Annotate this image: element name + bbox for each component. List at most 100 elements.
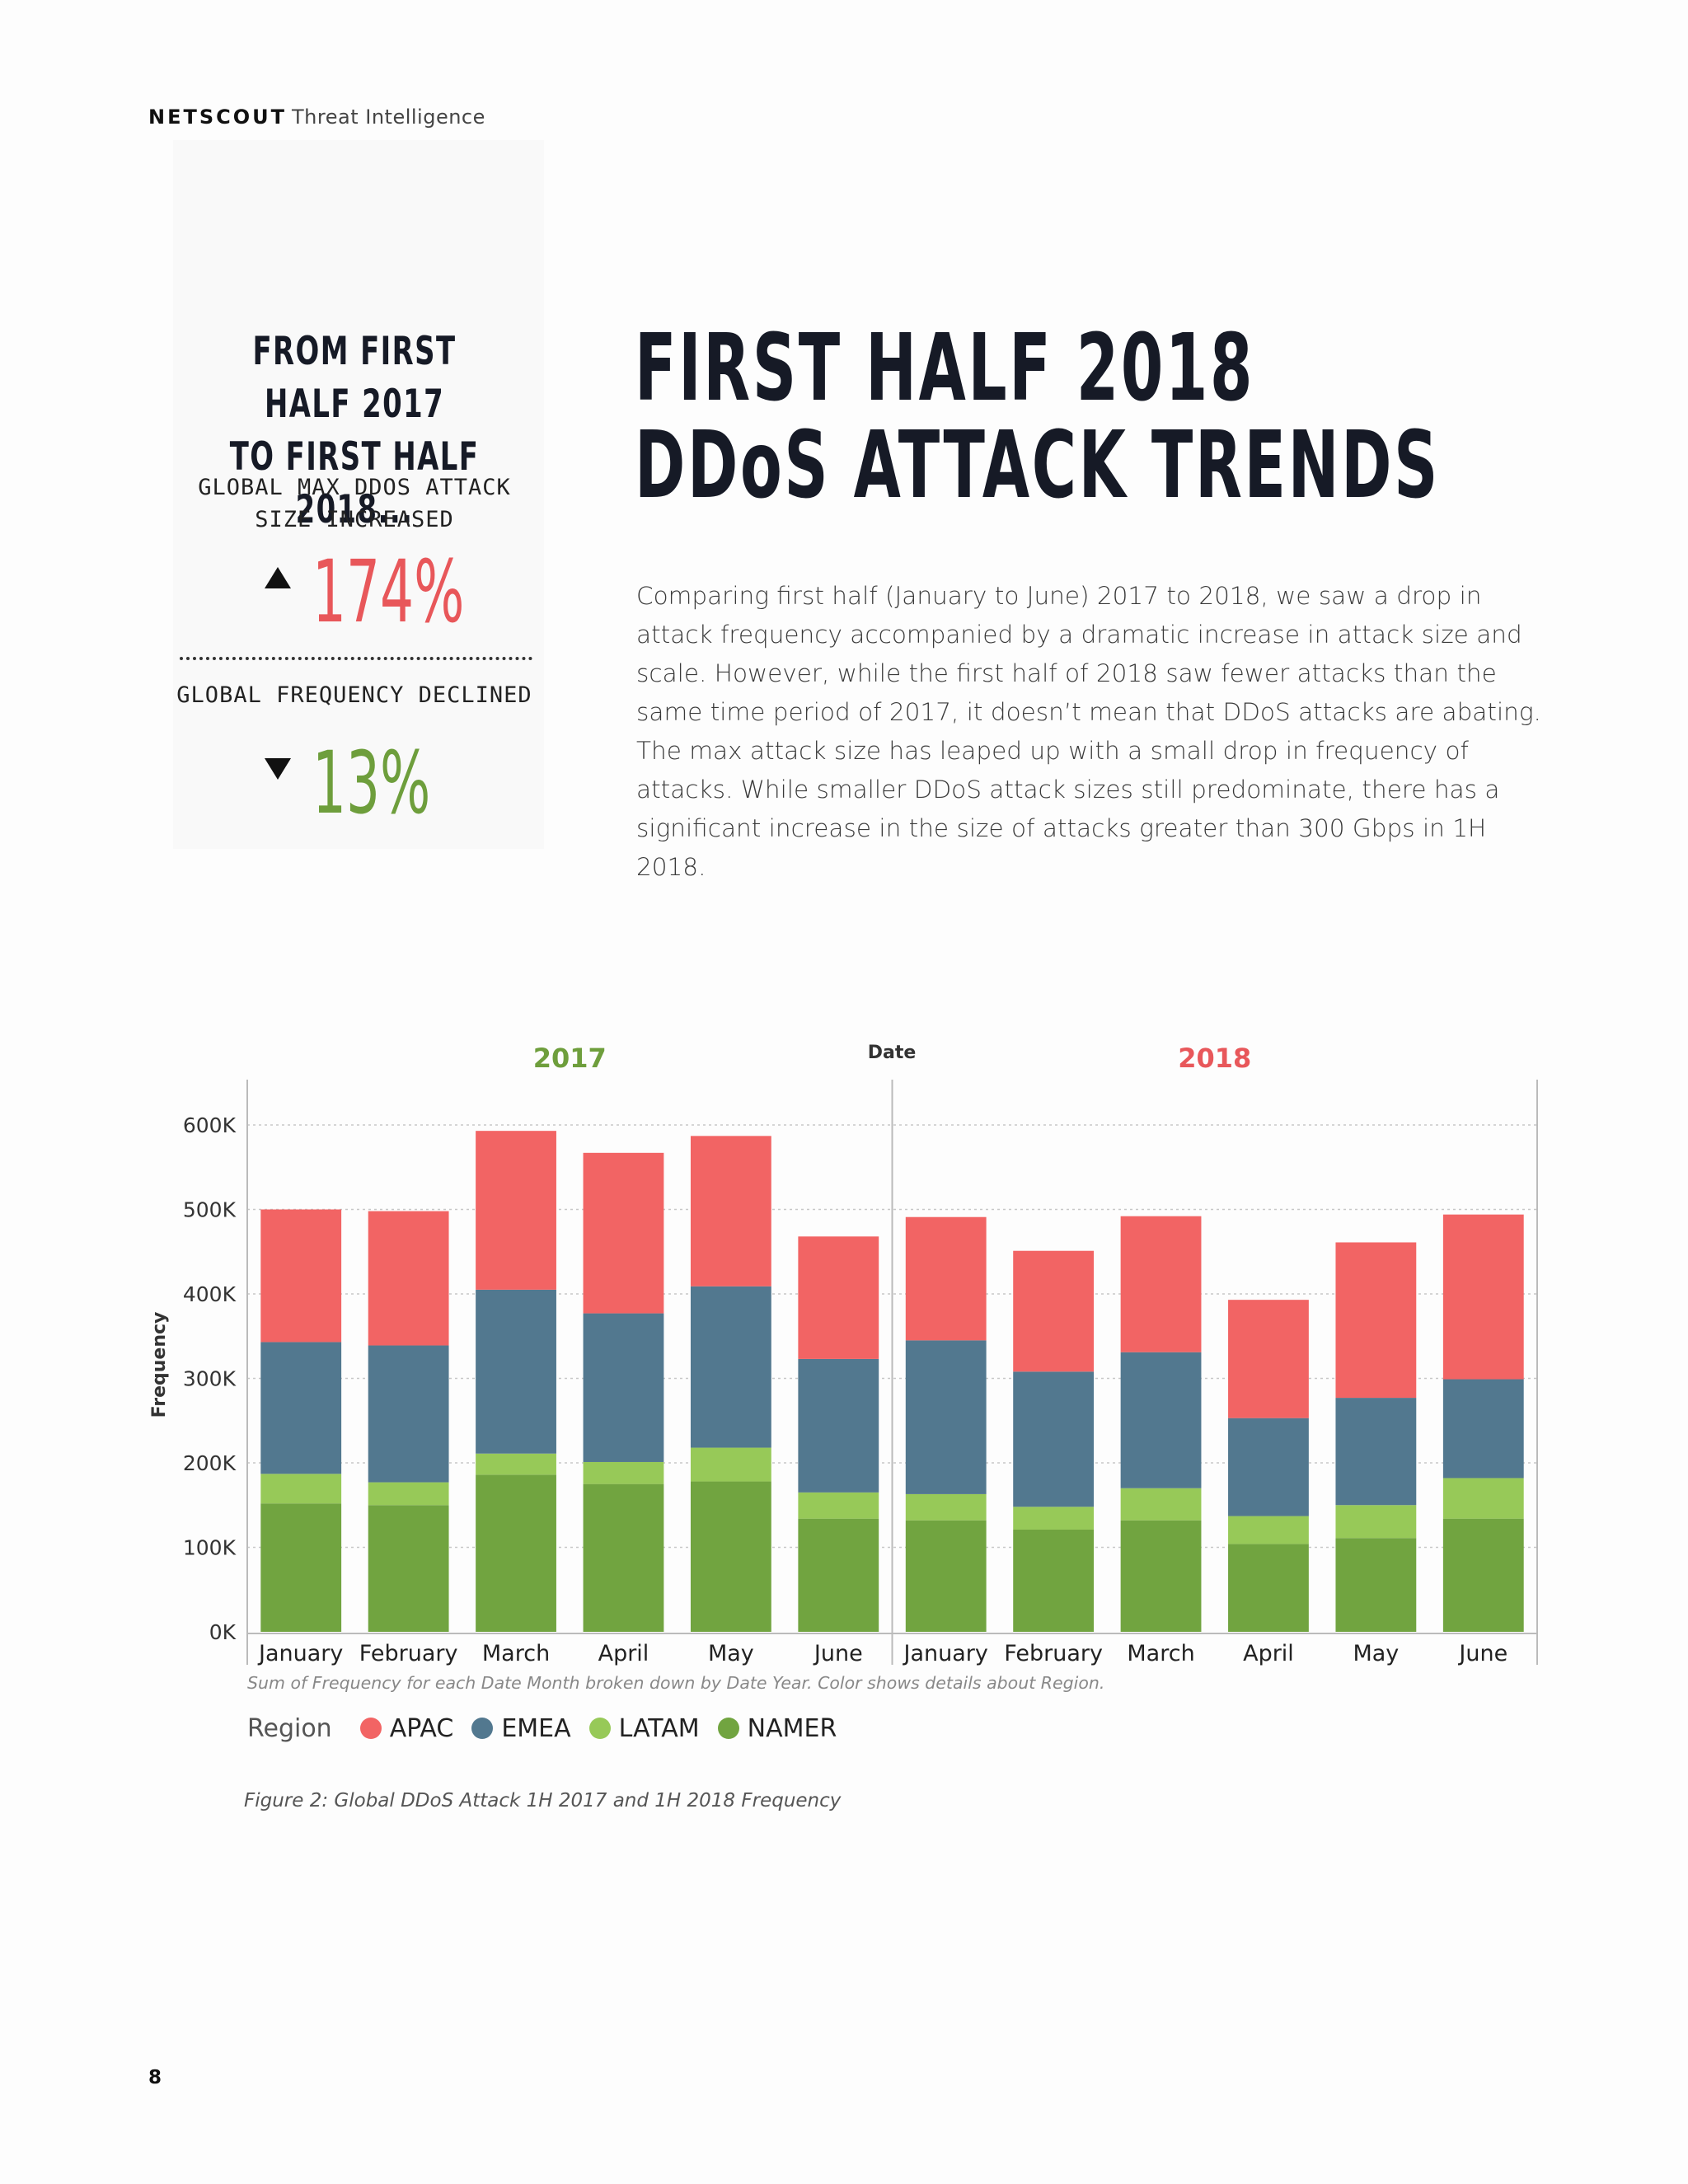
legend-item-namer: NAMER (717, 1713, 837, 1743)
bar-segment-emea (690, 1286, 771, 1448)
sidebar-title-line1: FROM FIRST HALF 2017 (252, 329, 457, 427)
bar-segment-apac (1335, 1242, 1417, 1399)
legend-label: NAMER (747, 1713, 837, 1743)
x-tick-label: June (1457, 1641, 1507, 1666)
bar-segment-namer (905, 1520, 987, 1632)
legend-title: Region (247, 1713, 332, 1743)
y-tick-label: 600K (183, 1113, 237, 1137)
bar-segment-latam (1120, 1488, 1202, 1521)
y-tick-label: 400K (183, 1282, 237, 1306)
arrow-up-icon (265, 567, 291, 588)
page-header: NETSCOUT Threat Intelligence (148, 105, 485, 129)
bar-segment-emea (583, 1313, 664, 1462)
bar-segment-apac (583, 1152, 664, 1314)
x-tick-label: January (903, 1641, 988, 1666)
x-tick-label: May (1353, 1641, 1399, 1666)
legend-label: EMEA (501, 1713, 571, 1743)
y-tick-label: 500K (183, 1198, 237, 1222)
bar-segment-apac (1120, 1216, 1202, 1352)
y-tick-label: 300K (183, 1367, 237, 1391)
arrow-down-icon (265, 758, 291, 780)
page-title: FIRST HALF 2018 DDoS ATTACK TRENDS (635, 320, 1440, 514)
x-tick-label: May (708, 1641, 754, 1666)
stat1-label-line1: GLOBAL MAX DDOS ATTACK (198, 475, 511, 500)
page-number: 8 (148, 2067, 162, 2088)
bar-segment-latam (1335, 1505, 1417, 1539)
stat2-value: 13% (312, 733, 431, 833)
bar-segment-apac (1013, 1250, 1095, 1372)
bar-segment-emea (1335, 1398, 1417, 1506)
bar-segment-emea (798, 1358, 879, 1493)
legend-swatch (717, 1718, 739, 1739)
bar-segment-namer (260, 1503, 342, 1632)
bar-segment-latam (368, 1482, 449, 1506)
x-tick-label: April (598, 1641, 649, 1666)
chart-title: Date (868, 1043, 917, 1063)
bar-segment-apac (260, 1209, 342, 1343)
y-axis-label: Frequency (149, 1312, 170, 1418)
bar-segment-apac (476, 1131, 556, 1290)
legend-swatch (359, 1718, 382, 1739)
bar-segment-apac (368, 1211, 449, 1346)
y-tick-label: 200K (183, 1451, 237, 1475)
legend-swatch (471, 1718, 494, 1739)
sidebar-title-line2: TO FIRST HALF 2018... (229, 434, 480, 532)
chart-caption: Sum of Frequency for each Date Month bro… (247, 1673, 1105, 1693)
bar-segment-emea (905, 1340, 987, 1494)
bar-segment-latam (476, 1453, 556, 1475)
bar-segment-apac (690, 1136, 771, 1286)
bar-segment-namer (1228, 1544, 1309, 1632)
bar-segment-apac (905, 1216, 987, 1341)
legend-swatch (588, 1718, 611, 1739)
bar-segment-latam (1013, 1507, 1095, 1530)
stat2-row: 13% (157, 740, 552, 826)
brand-name: NETSCOUT (148, 105, 288, 129)
bar-segment-namer (690, 1481, 771, 1632)
bar-segment-emea (476, 1289, 556, 1454)
legend-label: LATAM (618, 1713, 700, 1743)
chart-legend: Region APAC EMEA LATAM NAMER (247, 1710, 855, 1746)
legend-item-apac: APAC (359, 1714, 453, 1743)
brand-subtitle: Threat Intelligence (292, 105, 485, 129)
bar-segment-apac (1228, 1300, 1309, 1418)
stat2-label: GLOBAL FREQUENCY DECLINED (176, 682, 532, 708)
bar-segment-apac (1442, 1214, 1524, 1380)
stat1-row: 174% (157, 549, 552, 635)
bar-segment-latam (1228, 1516, 1309, 1544)
x-tick-label: June (813, 1641, 863, 1666)
x-tick-label: February (1004, 1641, 1103, 1666)
bar-segment-namer (1013, 1529, 1095, 1632)
bar-segment-emea (1442, 1379, 1524, 1479)
stat1-label-line2: SIZE INCREASED (255, 507, 454, 532)
bar-segment-namer (1335, 1538, 1417, 1632)
bar-segment-emea (1120, 1352, 1202, 1488)
stacked-bar-chart: 0K 100K 200K 300K 400K 500K 600K January Februar… (149, 1043, 1538, 1666)
sidebar-title: FROM FIRST HALF 2017 TO FIRST HALF 2018.… (212, 326, 497, 537)
stat1-label: GLOBAL MAX DDOS ATTACK SIZE INCREASED (157, 471, 552, 536)
y-tick-label: 100K (183, 1536, 237, 1560)
y-tick-label: 0K (209, 1620, 237, 1644)
bar-segment-latam (583, 1461, 664, 1484)
group-header: 2017 (533, 1043, 607, 1074)
group-header: 2018 (1178, 1043, 1251, 1074)
x-tick-label: March (1127, 1641, 1194, 1666)
stats-panel (173, 140, 544, 849)
page-title-line1: FIRST HALF 2018 (635, 315, 1255, 422)
bar-segment-namer (798, 1518, 879, 1632)
bar-segment-emea (1013, 1371, 1095, 1507)
bar-segment-namer (1442, 1518, 1524, 1632)
bar-segment-namer (1120, 1520, 1202, 1632)
bar-segment-latam (905, 1493, 987, 1521)
bar-segment-latam (260, 1474, 342, 1504)
bar-segment-emea (1228, 1418, 1309, 1516)
bar-segment-emea (260, 1342, 342, 1474)
stat1-value: 174% (312, 541, 465, 642)
bar-segment-namer (583, 1483, 664, 1632)
bar-segment-emea (368, 1345, 449, 1483)
legend-item-latam: LATAM (588, 1713, 700, 1743)
x-tick-label: January (257, 1641, 343, 1666)
body-paragraph: Comparing first half (January to June) 2… (636, 582, 1541, 881)
bar-segment-namer (476, 1474, 556, 1632)
page-title-line2: DDoS ATTACK TRENDS (635, 412, 1441, 519)
legend-item-emea: EMEA (471, 1713, 571, 1743)
